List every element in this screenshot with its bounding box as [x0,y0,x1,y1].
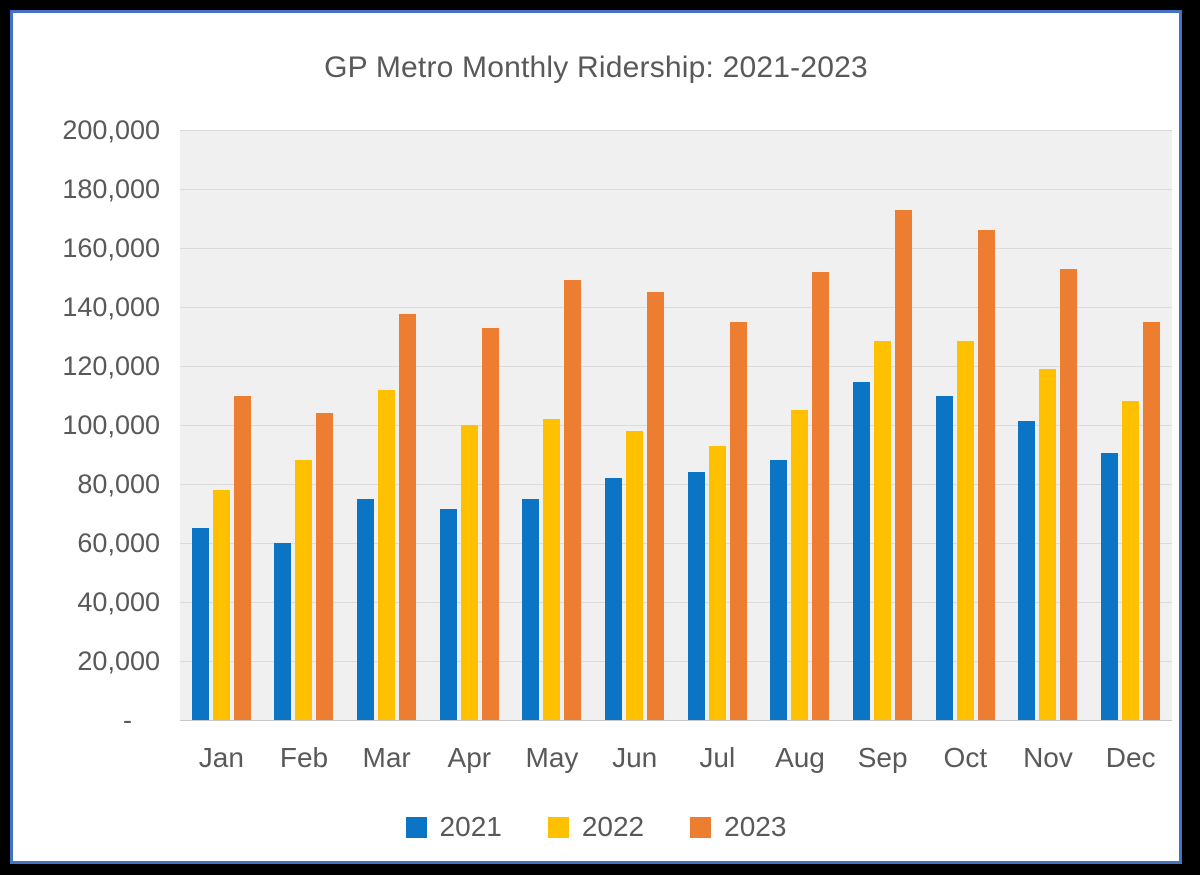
bar-2021-jun [605,478,623,720]
y-axis-tick-label: - [123,705,132,735]
y-axis-tick-label: 120,000 [62,351,160,381]
bar-group-aug [759,130,842,720]
gridline [180,366,1172,367]
gridline [180,543,1172,544]
bar-group-dec [1089,130,1172,720]
y-axis-tick-label: 40,000 [77,587,160,617]
bar-2022-jun [626,430,644,720]
bar-2022-jul [708,445,726,720]
bar-2023-jan [233,395,251,720]
x-axis: Jan Feb Mar Apr May Jun Jul Aug Sep Oct Nov Dec [180,736,1172,780]
plot-area [180,130,1172,721]
y-axis-tick-label: 80,000 [77,469,160,499]
legend-item-2022: 2022 [547,811,645,843]
y-axis-tick-label: 160,000 [62,233,160,263]
bar-2023-may [564,280,582,720]
bar-2023-nov [1060,268,1078,720]
gridline [180,307,1172,308]
bar-group-may [511,130,594,720]
bar-2021-sep [853,382,871,720]
chart-panel: GP Metro Monthly Ridership: 2021-2023 20… [10,10,1182,864]
bar-group-mar [345,130,428,720]
gridline [180,189,1172,190]
x-axis-month-label: Feb [279,742,329,773]
bar-2022-mar [378,389,396,720]
gridline [180,248,1172,249]
x-axis-month-label: Apr [447,742,492,773]
y-axis-tick-label: 180,000 [62,174,160,204]
bar-group-oct [924,130,1007,720]
x-axis-month-label: Sep [857,742,908,773]
y-axis-tick-label: 60,000 [77,528,160,558]
bar-2023-jun [647,292,665,720]
x-axis-month-label: Aug [775,742,825,773]
x-axis-month-label: Oct [943,742,988,773]
bar-group-sep [841,130,924,720]
y-axis-tick-label: 20,000 [77,646,160,676]
legend-label-2022: 2022 [581,811,645,842]
bar-2021-jul [687,472,705,720]
y-axis-tick-label: 200,000 [62,115,160,145]
legend-swatch-2021 [405,816,427,838]
x-axis-month-label: May [525,742,579,773]
bar-2022-apr [460,425,478,720]
bar-2022-nov [1039,368,1057,720]
legend-swatch-2023 [690,816,712,838]
legend: 2021 2022 2023 [13,811,1179,843]
legend-item-2023: 2023 [690,811,786,843]
bar-2021-apr [439,509,457,720]
bar-group-nov [1007,130,1090,720]
bar-2021-may [522,498,540,720]
gridline [180,661,1172,662]
y-axis-tick-label: 140,000 [62,292,160,322]
bar-group-jan [180,130,263,720]
bar-2023-apr [481,327,499,720]
bar-2021-aug [770,460,788,720]
bar-2022-may [543,419,561,720]
x-axis-month-label: Jun [612,742,658,773]
bar-2023-oct [977,230,995,720]
bar-group-apr [428,130,511,720]
x-axis-month-label: Dec [1105,742,1156,773]
bar-2022-jan [212,489,230,720]
bar-2023-feb [316,413,334,720]
legend-swatch-2022 [547,816,569,838]
x-axis-month-label: Mar [362,742,411,773]
gridline [180,425,1172,426]
bar-2023-sep [895,209,913,720]
legend-item-2021: 2021 [405,811,502,843]
bar-2021-mar [357,498,375,720]
x-axis-month-label: Nov [1023,742,1073,773]
bar-2023-mar [399,314,417,720]
bar-2021-oct [935,395,953,720]
gridline [180,130,1172,131]
bar-group-jun [593,130,676,720]
bar-group-feb [263,130,346,720]
legend-label-2021: 2021 [439,811,502,842]
legend-label-2023: 2023 [724,811,787,842]
bar-2022-dec [1122,401,1140,720]
x-axis-line [180,720,1172,721]
y-axis: 200,000 180,000 160,000 140,000 120,000 100,0… [13,115,160,735]
gridline [180,602,1172,603]
bar-2022-sep [874,340,892,720]
bar-2023-aug [812,271,830,720]
bar-group-jul [676,130,759,720]
bar-2022-oct [956,340,974,720]
bar-2021-dec [1101,453,1119,720]
bar-2022-feb [295,460,313,720]
bar-2021-feb [274,543,292,720]
chart-title: GP Metro Monthly Ridership: 2021-2023 [324,51,868,84]
x-axis-month-label: Jul [699,742,736,773]
bar-2022-aug [791,410,809,720]
gridline [180,484,1172,485]
y-axis-tick-label: 100,000 [62,410,160,440]
bar-2023-dec [1143,321,1161,720]
bar-2021-nov [1018,420,1036,720]
bar-2023-jul [729,321,747,720]
bar-2021-jan [191,528,209,720]
x-axis-month-label: Jan [198,742,244,773]
